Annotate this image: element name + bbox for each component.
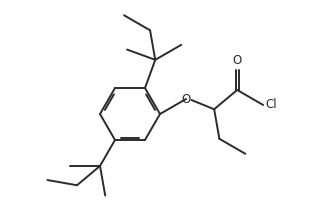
Text: O: O: [232, 54, 242, 67]
Text: O: O: [181, 93, 191, 105]
Text: Cl: Cl: [266, 99, 277, 111]
